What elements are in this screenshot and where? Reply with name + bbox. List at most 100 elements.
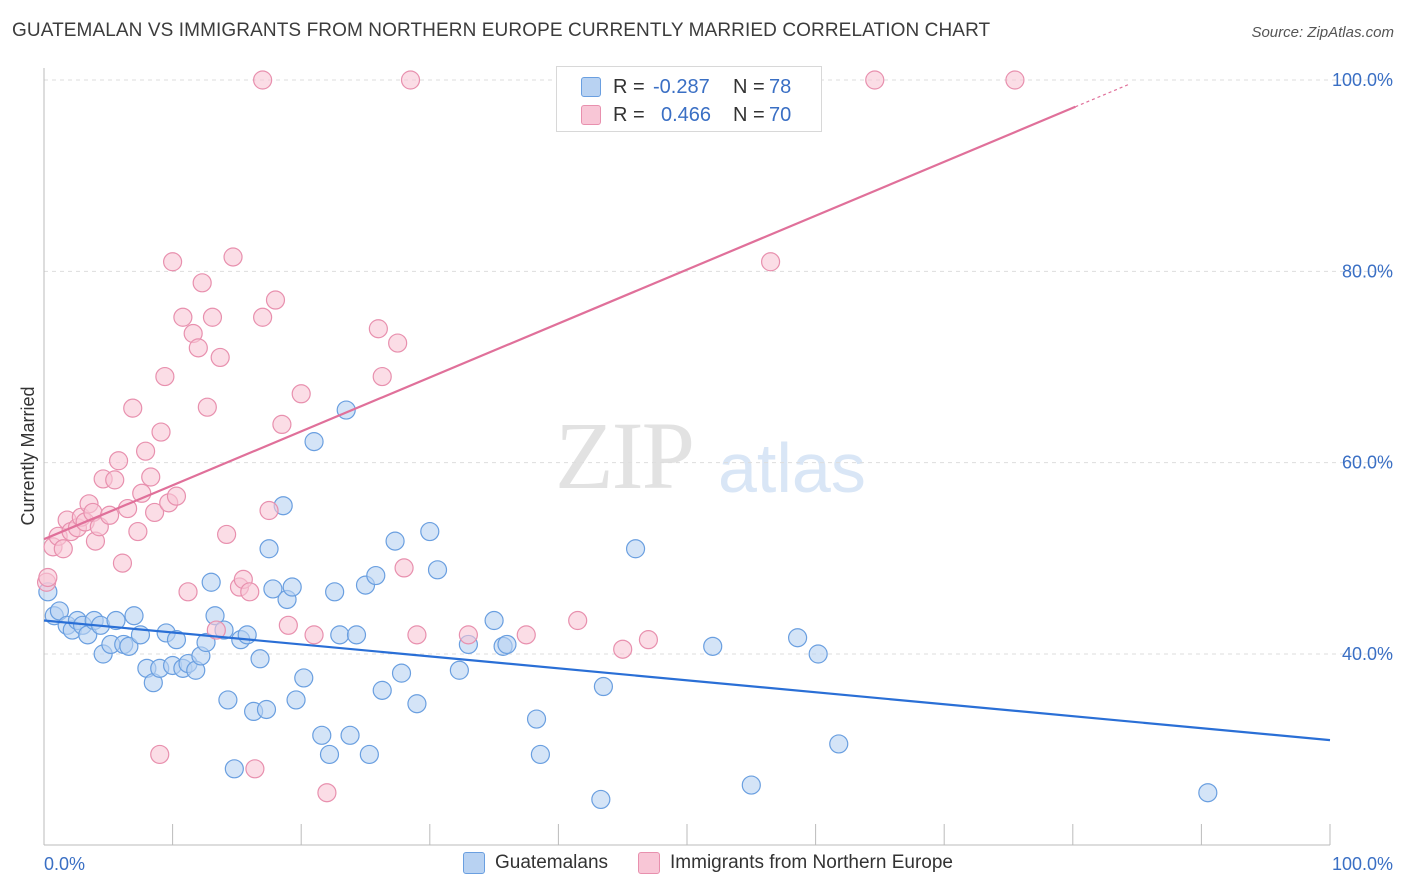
data-point bbox=[407, 625, 427, 645]
data-point bbox=[282, 577, 302, 597]
data-point bbox=[312, 725, 332, 745]
data-point bbox=[105, 470, 125, 490]
data-point bbox=[568, 610, 588, 631]
data-point bbox=[593, 676, 614, 697]
data-point bbox=[150, 744, 170, 765]
data-point bbox=[128, 521, 148, 542]
n-value: 78 bbox=[769, 75, 792, 98]
data-point bbox=[808, 644, 828, 664]
data-point bbox=[420, 521, 440, 542]
blue-swatch bbox=[463, 852, 485, 874]
data-point bbox=[497, 634, 517, 655]
watermark-atlas: atlas bbox=[718, 429, 866, 507]
chart-title: GUATEMALAN VS IMMIGRANTS FROM NORTHERN E… bbox=[12, 20, 991, 41]
data-point bbox=[272, 414, 292, 434]
data-point bbox=[787, 628, 808, 648]
axes bbox=[43, 68, 1331, 846]
data-point bbox=[703, 636, 723, 656]
data-point bbox=[385, 531, 405, 551]
data-point bbox=[304, 432, 324, 452]
data-point bbox=[151, 422, 171, 442]
data-point bbox=[304, 625, 324, 645]
data-point bbox=[372, 366, 392, 387]
data-point bbox=[141, 467, 161, 487]
data-point bbox=[124, 606, 144, 626]
data-point bbox=[526, 709, 547, 729]
data-point bbox=[638, 630, 659, 650]
r-value: -0.287 bbox=[653, 75, 710, 98]
legend-label: Immigrants from Northern Europe bbox=[670, 852, 954, 873]
data-point bbox=[237, 625, 257, 645]
data-point bbox=[366, 565, 386, 586]
correlation-legend: R = -0.287 N = 78 R = 0.466 N = 70 bbox=[556, 66, 822, 132]
data-point bbox=[224, 759, 244, 779]
data-point bbox=[119, 636, 139, 656]
y-tick-label: 100.0% bbox=[1332, 70, 1393, 90]
data-point bbox=[263, 579, 283, 599]
data-point bbox=[760, 252, 781, 272]
data-point bbox=[163, 252, 183, 272]
data-point bbox=[173, 307, 193, 327]
data-point bbox=[210, 347, 230, 368]
data-point bbox=[829, 734, 849, 754]
data-point bbox=[259, 539, 279, 559]
data-point bbox=[278, 615, 298, 635]
data-point bbox=[346, 625, 367, 645]
data-point bbox=[192, 273, 212, 293]
legend-row-guatemalans: R = -0.287 N = 78 bbox=[581, 73, 791, 101]
data-point bbox=[516, 625, 536, 645]
legend-item-guatemalans[interactable]: Guatemalans bbox=[463, 852, 608, 874]
data-point bbox=[218, 690, 238, 710]
n-label: N = bbox=[733, 75, 765, 98]
grid-lines bbox=[44, 79, 1393, 655]
data-point bbox=[166, 486, 187, 506]
data-point bbox=[340, 725, 360, 745]
data-point bbox=[245, 759, 265, 779]
data-point bbox=[178, 582, 198, 602]
data-point bbox=[53, 539, 73, 559]
data-point bbox=[372, 680, 392, 700]
r-label: R = bbox=[613, 75, 645, 98]
data-point bbox=[330, 625, 350, 645]
data-point bbox=[144, 502, 165, 523]
data-point bbox=[240, 582, 260, 602]
series-legend: Guatemalans Immigrants from Northern Eur… bbox=[463, 852, 983, 874]
data-point bbox=[613, 639, 633, 659]
data-point bbox=[217, 524, 237, 545]
data-point bbox=[317, 783, 337, 803]
data-point bbox=[253, 70, 273, 90]
trend-line-extension bbox=[1075, 83, 1131, 108]
data-point bbox=[591, 789, 611, 810]
y-axis-label: Currently Married bbox=[18, 386, 38, 525]
data-point bbox=[458, 625, 478, 645]
n-label: N = bbox=[733, 103, 765, 126]
data-point bbox=[106, 610, 126, 631]
legend-label: Guatemalans bbox=[495, 852, 609, 873]
data-point bbox=[625, 539, 646, 559]
data-point bbox=[530, 744, 550, 765]
data-point bbox=[368, 319, 388, 339]
legend-item-northern-europe[interactable]: Immigrants from Northern Europe bbox=[638, 852, 953, 874]
data-point bbox=[865, 70, 885, 90]
data-point bbox=[201, 572, 221, 592]
data-point bbox=[202, 307, 223, 327]
y-tick-label: 80.0% bbox=[1342, 261, 1393, 281]
data-point bbox=[253, 307, 273, 327]
blue-swatch bbox=[581, 77, 601, 97]
trend-line-guatemalans bbox=[43, 619, 1331, 742]
data-point bbox=[135, 441, 156, 461]
axis-labels: 40.0% 60.0% 80.0% 100.0% 0.0% 100.0% Currently… bbox=[18, 70, 1393, 874]
data-point bbox=[359, 744, 379, 765]
data-point bbox=[741, 775, 761, 795]
data-point bbox=[1198, 783, 1218, 803]
data-point bbox=[319, 744, 340, 765]
data-point bbox=[427, 560, 448, 580]
data-point bbox=[206, 620, 226, 640]
data-point bbox=[407, 694, 427, 714]
data-point bbox=[291, 384, 311, 404]
y-tick-label: 40.0% bbox=[1342, 644, 1393, 664]
data-point bbox=[196, 632, 216, 653]
x-tick-label: 0.0% bbox=[44, 854, 85, 874]
data-point bbox=[265, 290, 286, 310]
